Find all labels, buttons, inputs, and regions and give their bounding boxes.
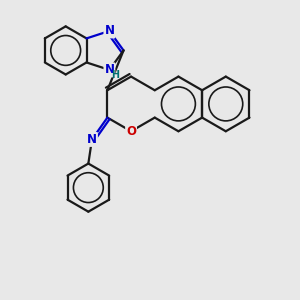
Text: H: H (111, 70, 119, 80)
Text: O: O (126, 125, 136, 138)
Text: N: N (104, 25, 114, 38)
Text: N: N (104, 63, 114, 76)
Text: N: N (87, 133, 97, 146)
